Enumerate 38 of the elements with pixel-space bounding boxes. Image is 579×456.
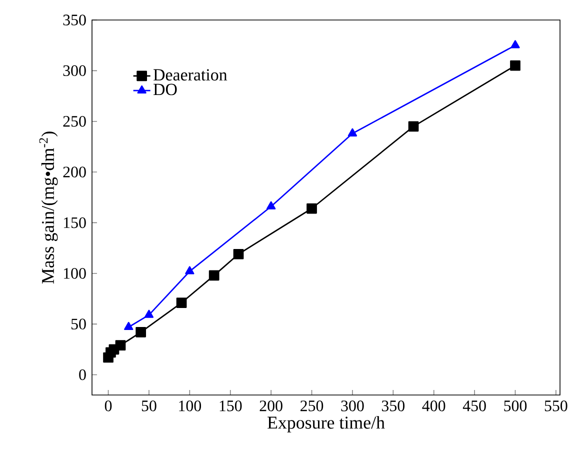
point [115, 340, 126, 351]
point [510, 60, 520, 71]
point [408, 121, 419, 132]
point [144, 310, 154, 318]
x-tick-label: 150 [220, 400, 242, 412]
point [124, 322, 134, 330]
point [208, 270, 220, 281]
legend-label: Deaeration [154, 69, 228, 81]
y-tick-label: 100 [64, 268, 86, 279]
y-tick-label: 0 [79, 369, 86, 380]
x-tick-label: 550 [544, 400, 568, 412]
y-axis-title: Mass gain/(mg•dm$^{-2}$) [39, 132, 58, 284]
y-tick-label: 350 [63, 14, 86, 26]
x-tick-label: 50 [142, 400, 156, 412]
point [510, 40, 520, 48]
point [185, 266, 194, 274]
x-tick-label: 400 [422, 400, 446, 412]
x-tick-label: 450 [462, 400, 486, 412]
y-tick-label: 250 [63, 116, 86, 127]
y-tick-label: 50 [71, 318, 86, 330]
x-tick-label: 300 [341, 400, 364, 412]
y-tick-label: 300 [63, 65, 86, 76]
x-tick-label: 0 [104, 400, 112, 412]
x-tick-label: 100 [179, 400, 202, 412]
y-tick-label: 150 [64, 217, 86, 228]
x-axis-title: Exposure time/h [268, 416, 385, 432]
x-tick-label: 250 [300, 400, 324, 412]
point [233, 248, 244, 260]
point [266, 201, 276, 210]
x-tick-label: 500 [504, 400, 527, 412]
point [306, 203, 317, 214]
y-tick-label: 200 [63, 166, 86, 178]
x-tick-label: 200 [260, 400, 282, 412]
point [136, 326, 146, 338]
point [348, 128, 358, 136]
point [176, 298, 187, 308]
x-tick-label: 350 [382, 400, 404, 412]
legend-label: DO [154, 84, 177, 96]
